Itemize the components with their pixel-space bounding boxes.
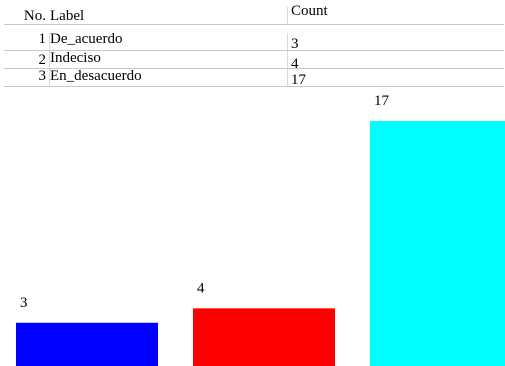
row-label: En_desacuerdo bbox=[50, 68, 142, 84]
data-label: 3 bbox=[20, 295, 28, 311]
data-label: 17 bbox=[374, 94, 390, 109]
column-divider bbox=[49, 33, 50, 51]
bar-indeciso bbox=[193, 308, 335, 366]
row-number: 2 bbox=[38, 52, 47, 68]
table-header-row: No. Label Count bbox=[4, 3, 504, 25]
table-row: 1 De_acuerdo 3 bbox=[4, 31, 504, 52]
bar-chart: 3 4 17 bbox=[16, 94, 505, 366]
column-divider bbox=[287, 69, 288, 87]
row-number: 3 bbox=[38, 68, 47, 84]
row-divider bbox=[4, 68, 504, 69]
table-row: 3 En_desacuerdo 17 bbox=[4, 68, 504, 88]
row-divider bbox=[4, 24, 504, 25]
column-divider bbox=[49, 51, 50, 69]
row-count: 3 bbox=[291, 36, 299, 52]
row-divider bbox=[4, 86, 504, 87]
bar-en-desacuerdo bbox=[370, 121, 505, 366]
table-row: 2 Indeciso 4 bbox=[4, 50, 504, 72]
row-count: 4 bbox=[291, 56, 299, 72]
row-label: De_acuerdo bbox=[50, 31, 123, 47]
row-divider bbox=[4, 50, 504, 51]
row-count: 17 bbox=[291, 72, 306, 88]
column-divider bbox=[49, 69, 50, 87]
row-label: Indeciso bbox=[50, 50, 101, 66]
header-no: No. bbox=[23, 8, 46, 24]
data-label: 4 bbox=[197, 280, 205, 296]
column-divider bbox=[287, 33, 288, 51]
bar-de-acuerdo bbox=[16, 322, 158, 366]
header-label: Label bbox=[50, 8, 85, 24]
column-divider bbox=[287, 7, 288, 25]
header-count: Count bbox=[291, 3, 328, 19]
column-divider bbox=[287, 51, 288, 69]
row-number: 1 bbox=[38, 31, 47, 47]
